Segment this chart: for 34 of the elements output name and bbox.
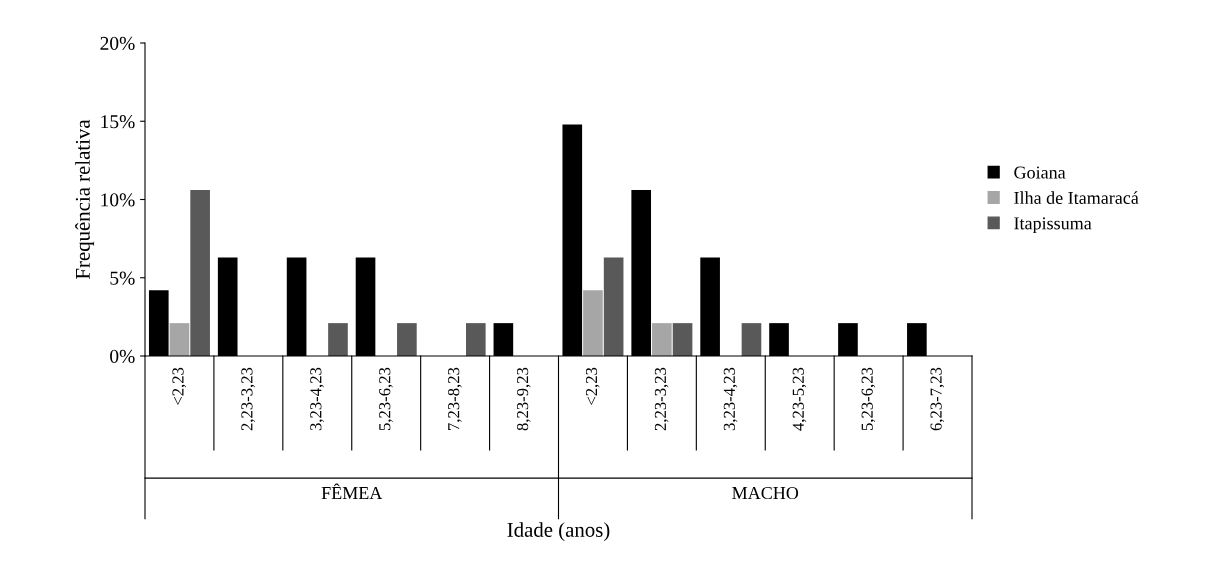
legend-label: Itapissuma	[1014, 217, 1092, 234]
bar	[465, 323, 486, 356]
y-tick-label: 15%	[101, 115, 135, 129]
y-tick-label: 10%	[101, 193, 135, 207]
bar	[603, 257, 624, 356]
x-tick-label: <2,23	[585, 367, 600, 405]
legend-label: Goiana	[1014, 166, 1066, 179]
bar	[672, 323, 693, 356]
x-tick-label: 7,23-8,23	[448, 367, 462, 430]
bar	[652, 323, 672, 356]
text: FÊMEA	[321, 483, 383, 499]
x-tick-label: <2,23	[172, 367, 187, 405]
y-tick-label: 20%	[100, 36, 135, 50]
bar	[169, 323, 190, 356]
text: MACHO	[732, 486, 799, 500]
x-tick-label: 4,23-5,23	[792, 367, 807, 431]
x-tick-label: 8,23-9,23	[516, 367, 531, 431]
x-tick-label: 5,23-6,23	[379, 367, 393, 431]
x-tick-label: 2,23-3,23	[241, 367, 255, 431]
x-tick-label: 5,23-6,23	[861, 367, 876, 431]
legend-label: Ilha de Itamaracá	[1014, 191, 1139, 205]
y-axis-title: Frequência relativa	[75, 119, 95, 280]
x-tick-label: 2,23-3,23	[654, 367, 669, 431]
bar	[583, 290, 603, 356]
bar	[328, 323, 348, 356]
y-tick-label: 0%	[110, 349, 135, 363]
bar	[397, 323, 417, 356]
y-tick-label: 5%	[110, 271, 135, 285]
x-tick-label: 3,23-4,23	[723, 367, 738, 431]
bar	[741, 323, 762, 356]
x-tick-label: 6,23-7,23	[930, 367, 945, 431]
x-tick-label: 3,23-4,23	[310, 367, 324, 431]
x-axis-title: Idade (anos)	[507, 522, 610, 542]
bar	[190, 190, 210, 356]
